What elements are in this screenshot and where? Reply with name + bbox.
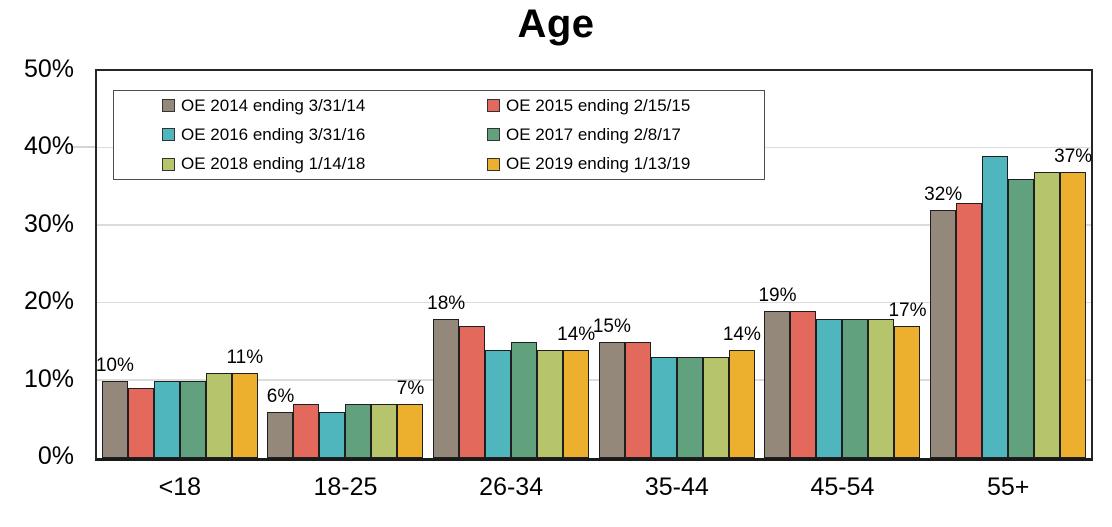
legend-swatch <box>487 128 500 142</box>
bar <box>1008 179 1035 458</box>
bar <box>1060 171 1087 458</box>
bar <box>702 357 729 458</box>
y-axis-tick-label: 0% <box>37 442 74 470</box>
bar-group: 19% 17% <box>758 71 927 458</box>
legend-swatch <box>487 99 500 113</box>
y-axis-tick-label: 10% <box>23 364 74 393</box>
bar <box>956 202 983 458</box>
bar <box>319 411 346 458</box>
y-axis-tick-label: 20% <box>23 287 74 316</box>
bar <box>205 372 232 458</box>
bar <box>650 357 677 458</box>
legend: OE 2014 ending 3/31/14 OE 2015 ending 2/1… <box>113 90 765 180</box>
bar-group: 32% 37% <box>924 71 1092 458</box>
x-axis-category-label: 45-54 <box>810 473 875 501</box>
x-axis-category-label: 26-34 <box>479 473 544 501</box>
gridline <box>97 301 1091 304</box>
gridline <box>97 224 1091 226</box>
bar-value-label: 18% <box>427 292 466 314</box>
bar <box>433 318 460 458</box>
bar <box>537 349 564 458</box>
bar-value-label: 7% <box>396 377 425 399</box>
legend-swatch <box>162 99 175 113</box>
legend-label: OE 2019 ending 1/13/19 <box>506 154 691 174</box>
bar <box>842 318 869 458</box>
bar <box>485 349 512 458</box>
legend-item: OE 2014 ending 3/31/14 <box>114 91 439 120</box>
bar-value-label: 14% <box>722 323 761 345</box>
bar <box>728 349 755 458</box>
y-axis-tick-40 <box>73 146 95 148</box>
bar-group: 6% 7% <box>263 71 429 458</box>
bar <box>1034 171 1061 458</box>
bar <box>816 318 843 458</box>
bar <box>511 341 538 458</box>
bar-value-label: 32% <box>924 184 963 206</box>
y-axis-tick-label: 40% <box>23 132 74 161</box>
x-axis-category-label: 18-25 <box>313 473 378 501</box>
legend-label: OE 2018 ending 1/14/18 <box>181 154 366 174</box>
bar <box>293 403 320 458</box>
bar <box>231 372 258 458</box>
bar <box>345 403 372 458</box>
bar-value-label: 37% <box>1054 145 1093 167</box>
bar-value-label: 17% <box>888 300 927 322</box>
legend-label: OE 2016 ending 3/31/16 <box>181 124 366 144</box>
gridline <box>97 379 1091 381</box>
bar <box>982 156 1009 458</box>
legend-item: OE 2019 ending 1/13/19 <box>439 150 764 179</box>
bar <box>179 380 206 458</box>
legend-swatch <box>162 128 175 142</box>
bar-value-label: 14% <box>557 323 596 345</box>
legend-swatch <box>487 157 500 171</box>
bar-group: 15% 14% <box>593 71 761 458</box>
legend-label: OE 2014 ending 3/31/14 <box>181 95 366 115</box>
bar-value-label: 10% <box>95 354 134 376</box>
bar-value-label: 15% <box>592 315 631 337</box>
legend-swatch <box>162 157 175 171</box>
legend-label: OE 2015 ending 2/15/15 <box>506 95 691 115</box>
legend-item: OE 2015 ending 2/15/15 <box>439 91 764 120</box>
bar-value-label: 6% <box>266 385 295 407</box>
bar <box>764 310 791 458</box>
bar <box>598 341 625 458</box>
legend-item: OE 2016 ending 3/31/16 <box>114 120 439 149</box>
bar <box>676 357 703 458</box>
bar <box>930 210 957 458</box>
bar <box>371 403 398 458</box>
bar <box>101 380 128 458</box>
bar-group: 10% 11% <box>96 71 263 458</box>
x-axis-category-label: <18 <box>158 473 202 501</box>
bar-value-label: 11% <box>226 346 264 368</box>
bar <box>397 403 424 458</box>
bar-value-label: 19% <box>758 284 797 306</box>
y-axis-tick-label: 30% <box>23 209 74 238</box>
bar <box>894 326 921 458</box>
legend-label: OE 2017 ending 2/8/17 <box>506 124 681 144</box>
bar <box>267 411 294 458</box>
legend-item: OE 2017 ending 2/8/17 <box>439 120 764 149</box>
bar <box>868 318 895 458</box>
bar <box>790 310 817 458</box>
x-axis-category-label: 55+ <box>986 473 1030 501</box>
bar-group: 18% 14% <box>427 71 595 458</box>
chart-title: Age <box>517 2 595 46</box>
bar <box>563 349 590 458</box>
bar <box>624 341 651 458</box>
y-axis-tick-label: 50% <box>23 55 74 83</box>
bar <box>153 380 180 458</box>
legend-item: OE 2018 ending 1/14/18 <box>114 150 439 179</box>
x-axis-category-label: 35-44 <box>644 473 709 501</box>
bar <box>127 388 154 458</box>
bar <box>459 326 486 458</box>
